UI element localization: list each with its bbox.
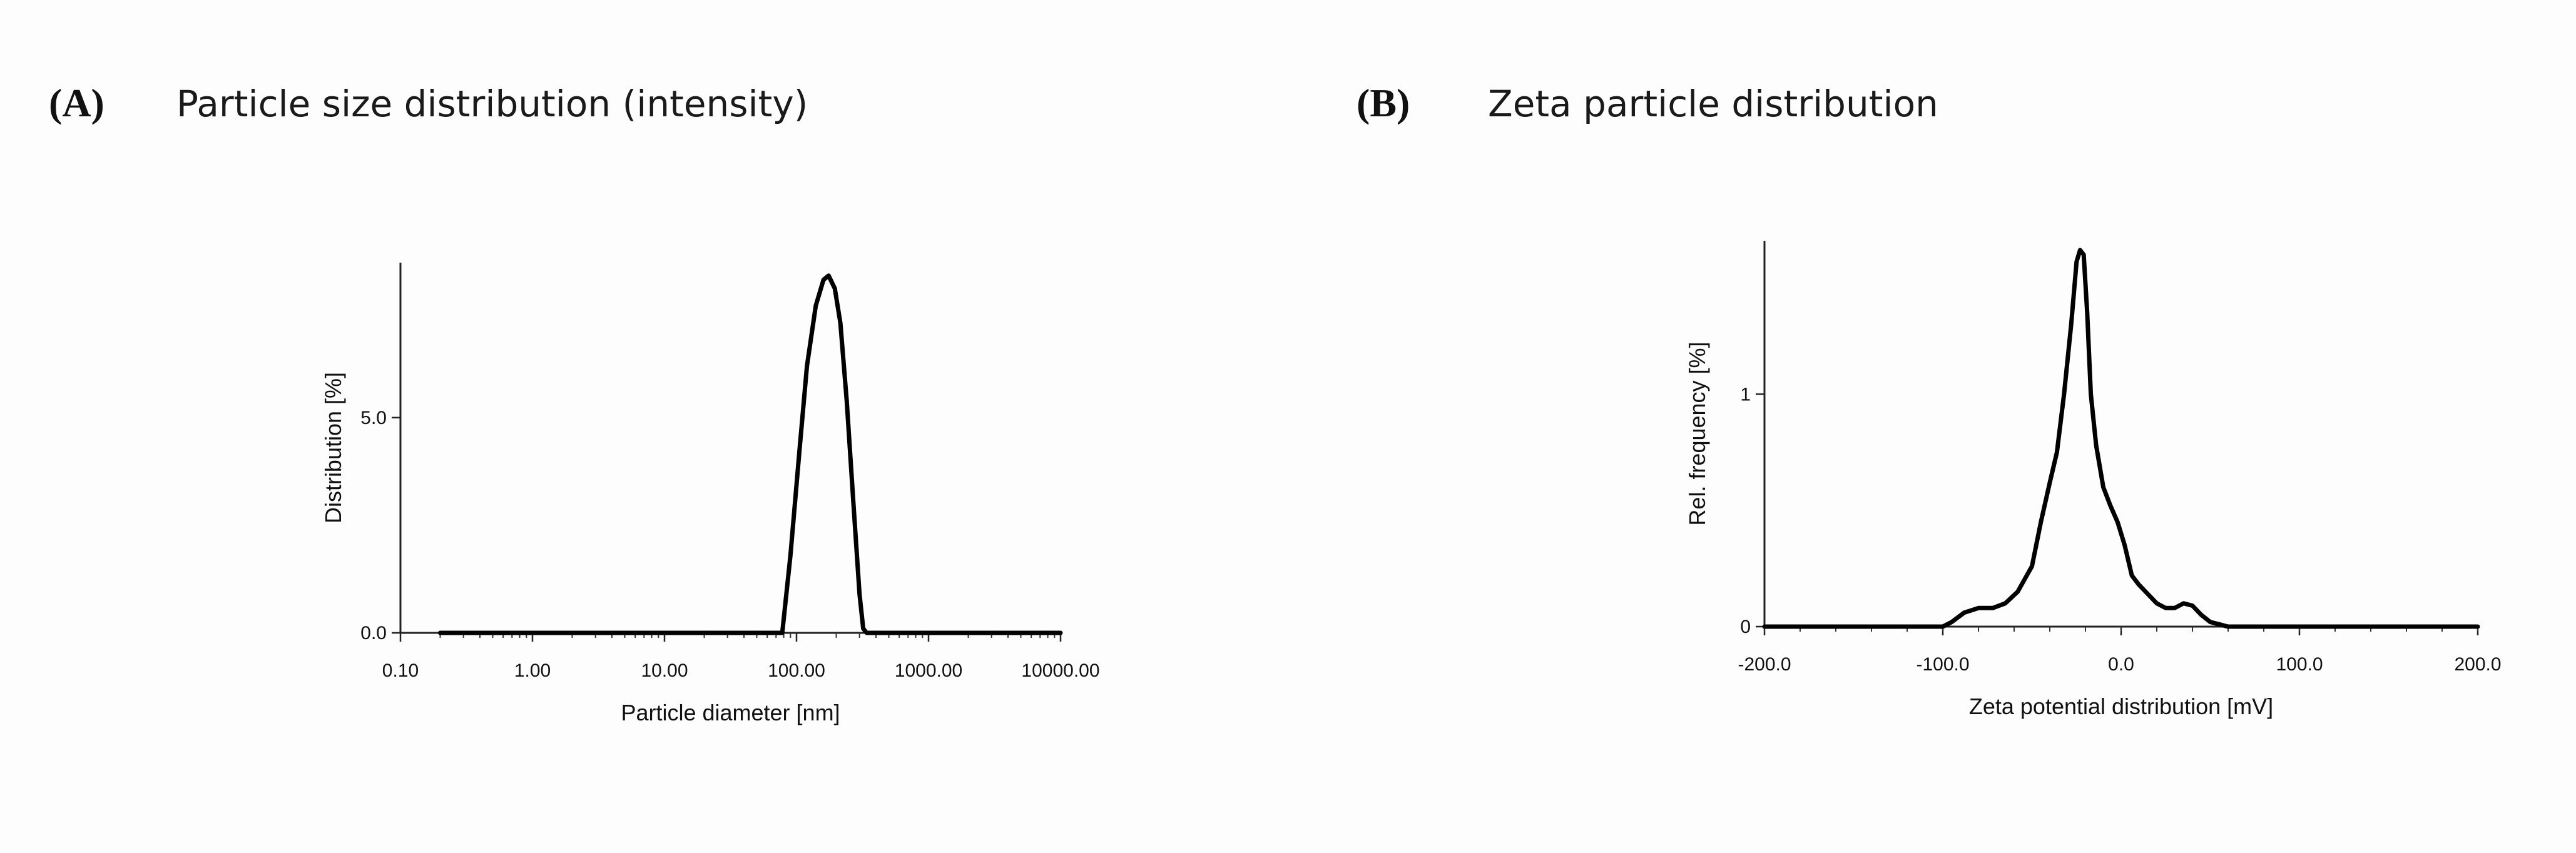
panel-b-letter: (B) bbox=[1357, 81, 1410, 125]
size-x-tick-label: 1.00 bbox=[514, 660, 551, 681]
zeta-y-tick-label: 0 bbox=[1740, 617, 1751, 637]
zeta-x-axis-label: Zeta potential distribution [mV] bbox=[1969, 694, 2273, 719]
panel-b-title: Zeta particle distribution bbox=[1488, 83, 1938, 125]
size-x-axis-label: Particle diameter [nm] bbox=[621, 700, 840, 725]
size-y-tick-label: 5.0 bbox=[360, 408, 387, 428]
panel-a-title: Particle size distribution (intensity) bbox=[176, 83, 808, 125]
size-y-tick-label: 0.0 bbox=[360, 623, 387, 644]
panel-a-letter: (A) bbox=[49, 81, 104, 125]
zeta-x-tick-label: -100.0 bbox=[1916, 654, 1969, 675]
zeta-x-tick-label: 0.0 bbox=[2108, 654, 2134, 675]
zeta-y-axis-label: Rel. frequency [%] bbox=[1684, 341, 1710, 525]
size-x-tick-label: 100.00 bbox=[768, 660, 825, 681]
size-x-tick-label: 10.00 bbox=[641, 660, 688, 681]
size-x-tick-label: 10000.00 bbox=[1021, 660, 1099, 681]
size-series-line bbox=[438, 273, 1063, 635]
zeta-x-tick-label: 100.0 bbox=[2276, 654, 2323, 675]
zeta-x-tick-label: -200.0 bbox=[1738, 654, 1791, 675]
size-x-tick-label: 0.10 bbox=[382, 660, 419, 681]
size-x-tick-label: 1000.00 bbox=[895, 660, 962, 681]
size-y-axis-label: Distribution [%] bbox=[320, 372, 346, 523]
zeta-series-line bbox=[1762, 248, 2480, 629]
zeta-x-tick-label: 200.0 bbox=[2454, 654, 2501, 675]
zeta-y-tick-label: 1 bbox=[1740, 384, 1751, 405]
